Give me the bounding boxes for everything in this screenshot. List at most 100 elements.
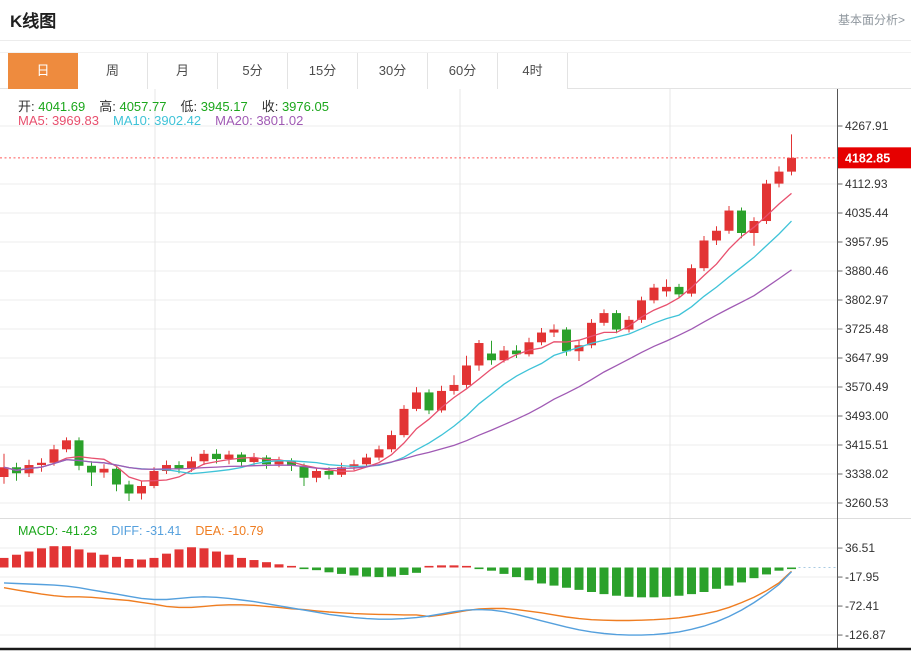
macd-bar[interactable]: [149, 557, 159, 568]
macd-bar[interactable]: [412, 567, 421, 573]
macd-bar[interactable]: [387, 567, 396, 577]
macd-bar[interactable]: [624, 567, 634, 597]
candle[interactable]: [87, 465, 96, 473]
macd-bar[interactable]: [562, 567, 571, 588]
macd-bar[interactable]: [174, 549, 184, 568]
macd-bar[interactable]: [699, 567, 709, 592]
macd-bar[interactable]: [224, 554, 234, 568]
macd-bar[interactable]: [349, 567, 359, 576]
candle[interactable]: [0, 467, 9, 478]
candle[interactable]: [674, 286, 684, 295]
macd-bar[interactable]: [762, 567, 771, 575]
candle[interactable]: [149, 471, 159, 486]
candle[interactable]: [662, 286, 671, 292]
candle[interactable]: [762, 183, 771, 222]
macd-bar[interactable]: [237, 557, 246, 568]
macd-bar[interactable]: [24, 551, 34, 568]
macd-bar[interactable]: [249, 560, 259, 568]
macd-bar[interactable]: [87, 552, 96, 568]
macd-bar[interactable]: [274, 564, 284, 568]
candle[interactable]: [587, 322, 596, 346]
macd-bar[interactable]: [774, 567, 784, 571]
candle[interactable]: [112, 468, 121, 485]
candle[interactable]: [737, 210, 746, 233]
macd-bar[interactable]: [637, 567, 646, 598]
candle[interactable]: [412, 392, 421, 409]
candle[interactable]: [612, 313, 621, 330]
candle[interactable]: [262, 457, 271, 465]
macd-bar[interactable]: [462, 565, 471, 568]
candle[interactable]: [462, 365, 471, 385]
candle[interactable]: [374, 449, 384, 458]
tab-5min[interactable]: 5分: [218, 53, 288, 89]
macd-bar[interactable]: [299, 567, 309, 570]
candle[interactable]: [74, 440, 84, 466]
macd-bar[interactable]: [74, 549, 84, 568]
candle[interactable]: [724, 210, 734, 231]
macd-bar[interactable]: [787, 567, 796, 570]
candle[interactable]: [224, 454, 234, 460]
macd-bar[interactable]: [449, 565, 459, 568]
candle[interactable]: [712, 230, 721, 241]
candle[interactable]: [474, 343, 484, 366]
macd-bar[interactable]: [724, 567, 734, 586]
candle[interactable]: [562, 329, 571, 352]
candle[interactable]: [499, 350, 509, 361]
macd-bar[interactable]: [99, 554, 109, 568]
candle[interactable]: [424, 392, 434, 411]
macd-bar[interactable]: [549, 567, 559, 586]
candle[interactable]: [649, 287, 659, 301]
macd-bar[interactable]: [649, 567, 659, 598]
macd-bar[interactable]: [124, 558, 134, 568]
macd-bar[interactable]: [324, 567, 334, 573]
tab-30min[interactable]: 30分: [358, 53, 428, 89]
candle[interactable]: [287, 460, 296, 466]
candle[interactable]: [62, 440, 71, 450]
candle[interactable]: [574, 345, 584, 352]
macd-bar[interactable]: [49, 546, 59, 568]
macd-bar[interactable]: [287, 565, 296, 568]
macd-bar[interactable]: [312, 567, 321, 571]
candle[interactable]: [774, 171, 784, 184]
tab-month[interactable]: 月: [148, 53, 218, 89]
macd-bar[interactable]: [399, 567, 409, 575]
macd-bar[interactable]: [424, 565, 434, 568]
candle[interactable]: [249, 457, 259, 463]
candle[interactable]: [362, 457, 371, 465]
macd-bar[interactable]: [162, 553, 171, 568]
tab-4hour[interactable]: 4时: [498, 53, 568, 89]
candle[interactable]: [512, 350, 521, 355]
candle[interactable]: [137, 485, 146, 494]
candle[interactable]: [487, 353, 496, 361]
macd-bar[interactable]: [687, 567, 696, 595]
macd-bar[interactable]: [112, 556, 121, 568]
candle[interactable]: [187, 461, 196, 469]
macd-bar[interactable]: [587, 567, 596, 592]
macd-bar[interactable]: [137, 559, 146, 568]
candle[interactable]: [537, 332, 546, 343]
candle[interactable]: [49, 449, 59, 463]
macd-bar[interactable]: [662, 567, 671, 597]
candle[interactable]: [399, 408, 409, 436]
macd-bar[interactable]: [437, 565, 446, 568]
macd-bar[interactable]: [499, 567, 509, 574]
macd-bar[interactable]: [262, 562, 271, 568]
macd-bar[interactable]: [212, 551, 221, 568]
candle[interactable]: [174, 465, 184, 469]
tab-60min[interactable]: 60分: [428, 53, 498, 89]
candle[interactable]: [524, 342, 534, 355]
macd-bar[interactable]: [337, 567, 346, 574]
candle[interactable]: [312, 471, 321, 478]
macd-bar[interactable]: [474, 567, 484, 570]
macd-bar[interactable]: [712, 567, 721, 589]
candle[interactable]: [299, 465, 309, 478]
candle[interactable]: [437, 390, 446, 411]
candle[interactable]: [99, 468, 109, 473]
candle[interactable]: [637, 300, 646, 320]
tab-15min[interactable]: 15分: [288, 53, 358, 89]
macd-bar[interactable]: [524, 567, 534, 581]
candle[interactable]: [199, 453, 209, 462]
candle[interactable]: [212, 453, 221, 460]
tab-day[interactable]: 日: [8, 53, 78, 89]
